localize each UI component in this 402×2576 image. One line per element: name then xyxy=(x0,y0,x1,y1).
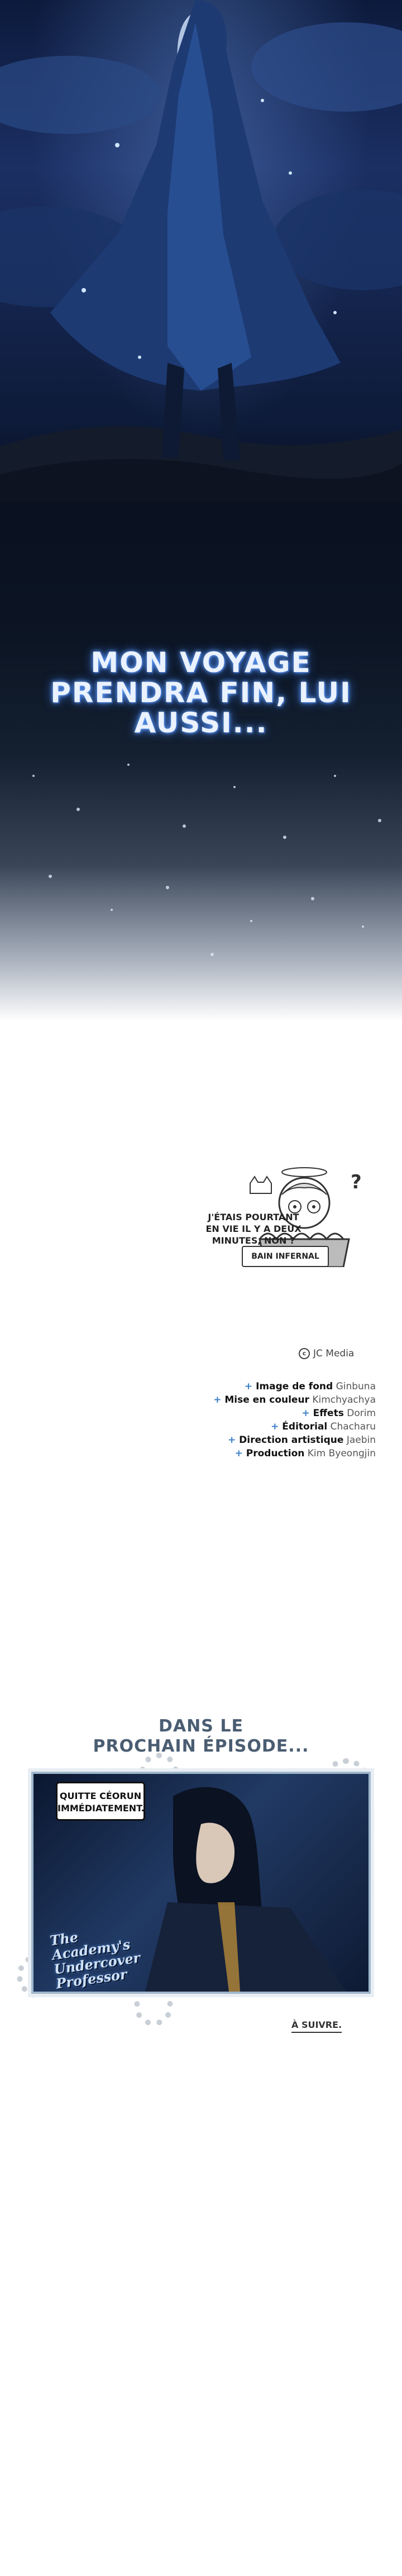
credit-line: + Éditorial Chacharu xyxy=(213,1420,376,1433)
next-title-line: PROCHAIN ÉPISODE... xyxy=(93,1736,309,1756)
caption-line: AUSSI... xyxy=(134,707,268,739)
credit-role: Éditorial xyxy=(282,1421,328,1432)
night-scene-panel: MON VOYAGE PRENDRA FIN, LUI AUSSI... xyxy=(0,0,402,1021)
question-mark: ? xyxy=(351,1171,362,1193)
credit-line: + Direction artistique Jaebin xyxy=(213,1433,376,1447)
next-title-line: DANS LE xyxy=(159,1716,243,1736)
credit-role: Mise en couleur xyxy=(224,1394,309,1405)
publisher-name: JC Media xyxy=(313,1348,355,1359)
copyright-icon: c xyxy=(299,1348,310,1359)
credit-name: Jaebin xyxy=(346,1435,376,1446)
staff-credits: + Image de fond Ginbuna + Mise en couleu… xyxy=(213,1380,376,1460)
credit-line: + Effets Dorim xyxy=(213,1407,376,1420)
bath-sign: BAIN INFERNAL xyxy=(242,1246,329,1267)
plus-icon: + xyxy=(302,1408,313,1419)
bubble-line: EN VIE IL Y A DEUX xyxy=(205,1224,302,1234)
credit-role: Image de fond xyxy=(256,1381,333,1392)
credit-role: Production xyxy=(246,1448,305,1459)
long-haired-character-illustration xyxy=(145,1787,346,1992)
credit-role: Effets xyxy=(313,1408,344,1419)
caption-line: PRENDRA FIN, LUI xyxy=(50,677,352,709)
plus-icon: + xyxy=(227,1435,240,1446)
caption-line: MON VOYAGE xyxy=(90,646,312,679)
credit-line: + Image de fond Ginbuna xyxy=(213,1380,376,1393)
credit-name: Dorim xyxy=(347,1408,376,1419)
next-episode-title: DANS LE PROCHAIN ÉPISODE... xyxy=(0,1716,402,1757)
afterword-bubble: J'ÉTAIS POURTANT EN VIE IL Y A DEUX MINU… xyxy=(205,1211,302,1246)
plus-icon: + xyxy=(234,1448,246,1459)
next-episode-preview: QUITTE CÉORUN IMMÉDIATEMENT. The Academy… xyxy=(31,1772,371,1994)
credit-role: Direction artistique xyxy=(239,1435,344,1446)
narration-caption: MON VOYAGE PRENDRA FIN, LUI AUSSI... xyxy=(0,647,402,738)
cloaked-figure-illustration xyxy=(0,0,402,502)
credit-name: Kim Byeongjin xyxy=(307,1448,376,1459)
speech-line: QUITTE CÉORUN xyxy=(59,1791,142,1801)
plus-icon: + xyxy=(213,1394,225,1405)
to-be-continued-label: À SUIVRE. xyxy=(291,2019,342,2033)
copyright-notice: c JC Media xyxy=(299,1348,354,1359)
speech-line: IMMÉDIATEMENT. xyxy=(58,1803,145,1814)
bubble-line: MINUTES, NON ? xyxy=(212,1235,295,1246)
credit-name: Chacharu xyxy=(330,1421,376,1432)
credit-line: + Production Kim Byeongjin xyxy=(213,1447,376,1460)
plus-icon: + xyxy=(271,1421,283,1432)
light-particles xyxy=(32,764,381,956)
bubble-line: J'ÉTAIS POURTANT xyxy=(208,1212,299,1222)
credit-name: Ginbuna xyxy=(336,1381,376,1392)
credit-line: + Mise en couleur Kimchyachya xyxy=(213,1393,376,1407)
preview-speech-bubble: QUITTE CÉORUN IMMÉDIATEMENT. xyxy=(56,1782,145,1821)
credit-name: Kimchyachya xyxy=(312,1394,376,1405)
plus-icon: + xyxy=(244,1381,256,1392)
